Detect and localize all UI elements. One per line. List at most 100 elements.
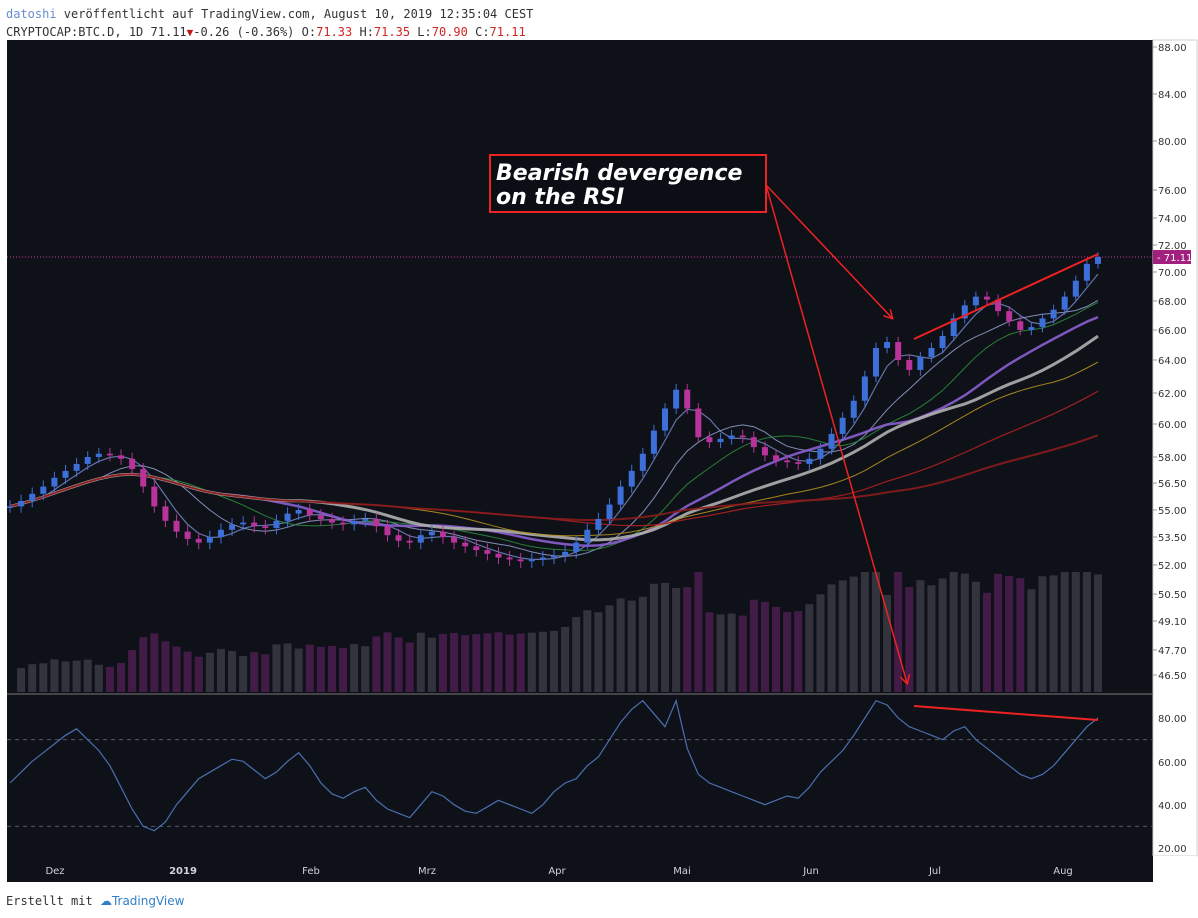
candle <box>595 519 602 530</box>
candle <box>1061 296 1068 310</box>
candle <box>795 462 802 464</box>
volume-bar <box>105 666 114 692</box>
volume-bar <box>949 572 958 692</box>
candle <box>439 531 446 537</box>
volume-bar <box>228 651 237 692</box>
volume-bar <box>760 601 769 692</box>
ohlc-header: CRYPTOCAP:BTC.D, 1D 71.11▼-0.26 (-0.36%)… <box>6 25 526 39</box>
volume-bar <box>1082 572 1091 692</box>
volume-bar <box>327 645 336 692</box>
price-tick-label: 50.50 <box>1158 590 1187 601</box>
price-tick-label: 68.00 <box>1158 297 1187 308</box>
close-value: 71.11 <box>489 25 526 39</box>
tradingview-brand[interactable]: TradingView <box>111 894 185 908</box>
publish-header: datoshi veröffentlicht auf TradingView.c… <box>6 7 533 21</box>
created-with-label: Erstellt mit <box>6 894 93 908</box>
volume-bar <box>61 661 70 692</box>
candle <box>784 460 791 463</box>
candle <box>229 524 236 530</box>
author-name[interactable]: datoshi <box>6 7 57 21</box>
candle <box>773 455 780 461</box>
candle <box>950 318 957 336</box>
candle <box>351 520 358 525</box>
volume-bar <box>705 612 714 692</box>
time-tick-label: Jun <box>802 866 819 877</box>
time-tick-label: Mrz <box>418 866 436 877</box>
price-tick-label: 66.00 <box>1158 326 1187 337</box>
candle <box>551 555 557 558</box>
last-price-tag-text: - 71.11 <box>1157 253 1192 264</box>
volume-bar <box>316 646 325 692</box>
volume-bar <box>550 630 558 692</box>
volume-bar <box>561 627 570 692</box>
candle <box>162 506 169 521</box>
volume-bar <box>749 599 758 692</box>
volume-bar <box>727 613 736 692</box>
price-tick-label: 53.50 <box>1158 533 1187 544</box>
volume-bar <box>1038 576 1047 692</box>
volume-bar <box>616 598 625 692</box>
volume-bar <box>128 650 137 692</box>
candle <box>528 559 535 562</box>
candle <box>395 535 402 541</box>
candle <box>118 455 125 459</box>
candle <box>806 458 813 464</box>
volume-bar <box>894 572 903 692</box>
candle <box>983 296 990 300</box>
last-price: 71.11 <box>150 25 187 39</box>
candle <box>961 305 968 319</box>
volume-bar <box>250 652 259 692</box>
candle <box>173 520 180 532</box>
volume-bar <box>205 652 214 692</box>
candle <box>584 529 591 543</box>
candle <box>695 408 702 438</box>
candle <box>761 447 768 456</box>
open-value: 71.33 <box>316 25 353 39</box>
candle <box>750 437 757 448</box>
candle <box>706 437 713 443</box>
volume-bar <box>1027 589 1036 692</box>
price-axis <box>1152 39 1198 857</box>
candle <box>262 526 269 528</box>
volume-bar <box>139 637 148 692</box>
volume-bar <box>150 633 159 692</box>
candle <box>462 542 469 547</box>
volume-bar <box>494 632 503 692</box>
candle <box>928 348 935 357</box>
candle <box>728 435 735 439</box>
candle <box>473 546 480 551</box>
volume-bar <box>1016 578 1025 692</box>
volume-bar <box>816 594 825 692</box>
volume-bar <box>427 637 436 692</box>
volume-bar <box>272 644 281 692</box>
candle <box>850 400 857 418</box>
candle <box>628 470 635 487</box>
volume-bar <box>239 656 248 692</box>
volume-bar <box>938 578 947 692</box>
candle <box>539 557 546 560</box>
arrow-to-price <box>765 184 892 318</box>
volume-bar <box>361 646 370 692</box>
publish-info: veröffentlicht auf TradingView.com, Augu… <box>56 7 534 21</box>
volume-bar <box>216 648 225 692</box>
candle <box>917 357 924 370</box>
candle <box>995 299 1002 312</box>
close-label: C: <box>475 25 490 39</box>
high-label: H: <box>359 25 374 39</box>
rsi-line <box>9 698 1099 832</box>
price-tick-label: 76.00 <box>1158 186 1187 197</box>
candle <box>673 389 680 409</box>
volume-bar <box>1060 572 1069 692</box>
symbol-label: CRYPTOCAP:BTC.D, 1D <box>6 25 144 39</box>
candle <box>206 537 213 543</box>
candle <box>1017 321 1024 330</box>
open-label: O: <box>301 25 317 39</box>
candle <box>340 522 347 525</box>
volume-bar <box>1049 575 1058 692</box>
candle <box>95 453 102 457</box>
candle <box>284 513 291 521</box>
volume-bar <box>694 572 703 692</box>
time-tick-label: Aug <box>1053 866 1073 877</box>
volume-bar <box>438 633 447 692</box>
